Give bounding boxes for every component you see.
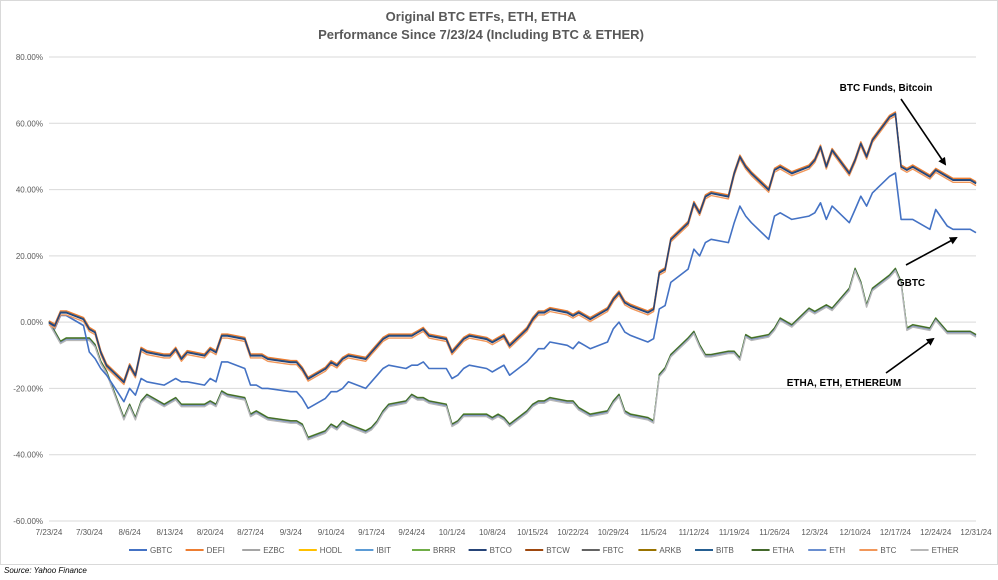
x-tick-label: 11/26/24: [759, 528, 790, 537]
x-tick-label: 10/15/24: [517, 528, 549, 537]
x-axis-ticks: 7/23/24 7/30/24 8/6/24 8/13/24 8/20/24 8/27/2…: [36, 528, 992, 537]
legend-label-ezbc: EZBC: [263, 546, 285, 555]
x-tick-label: 9/24/24: [398, 528, 425, 537]
btc-funds-annotation: BTC Funds, Bitcoin: [840, 83, 933, 94]
x-tick-label: 8/20/24: [197, 528, 224, 537]
y-tick-label: 60.00%: [16, 119, 43, 128]
series-line-ezbc: [48, 268, 977, 439]
x-tick-label: 12/24/24: [920, 528, 952, 537]
line-chart: Original BTC ETFs, ETH, ETHA Performance…: [13, 9, 992, 555]
x-tick-label: 8/13/24: [157, 528, 184, 537]
x-tick-label: 10/8/24: [479, 528, 506, 537]
x-tick-label: 9/10/24: [318, 528, 345, 537]
x-tick-label: 12/17/24: [880, 528, 912, 537]
legend-label-btc: BTC: [880, 546, 896, 555]
chart-frame: Original BTC ETFs, ETH, ETHA Performance…: [0, 0, 998, 565]
x-tick-label: 12/3/24: [801, 528, 828, 537]
series-line-ether: [48, 270, 977, 441]
y-tick-label: 20.00%: [16, 252, 43, 261]
gbtc-annotation: GBTC: [897, 278, 925, 289]
chart-title: Original BTC ETFs, ETH, ETHA: [386, 9, 577, 24]
gridlines: [49, 56, 976, 522]
x-tick-label: 11/12/24: [679, 528, 710, 537]
legend-label-brrr: BRRR: [433, 546, 456, 555]
y-tick-label: -40.00%: [13, 451, 43, 460]
x-tick-label: 10/22/24: [557, 528, 589, 537]
series-line-gbtc: [48, 172, 977, 410]
btc-funds-arrow: [900, 98, 947, 166]
legend-label-gbtc: GBTC: [150, 546, 172, 555]
y-tick-label: 80.00%: [16, 53, 43, 62]
x-tick-label: 10/1/24: [439, 528, 466, 537]
x-tick-label: 12/10/24: [840, 528, 872, 537]
x-tick-label: 11/19/24: [719, 528, 750, 537]
legend-label-etha: ETHA: [773, 546, 795, 555]
y-tick-label: 0.00%: [20, 318, 43, 327]
legend-label-defi: DEFI: [207, 546, 225, 555]
x-tick-label: 9/3/24: [280, 528, 303, 537]
legend-label-eth: ETH: [829, 546, 845, 555]
x-tick-label: 8/6/24: [118, 528, 141, 537]
y-tick-label: -60.00%: [13, 517, 43, 526]
x-tick-label: 10/29/24: [598, 528, 630, 537]
series-line-etha: [48, 267, 977, 439]
legend-label-btcw: BTCW: [546, 546, 570, 555]
y-tick-label: 40.00%: [16, 186, 43, 195]
series-line-btco: [48, 113, 977, 384]
gbtc-arrow: [905, 237, 958, 266]
legend-label-btco: BTCO: [490, 546, 512, 555]
series-line-btc: [48, 115, 977, 386]
annotations: BTC Funds, Bitcoin GBTC ETHA, ETH, ETHER…: [787, 83, 958, 389]
series-line-defi: [48, 111, 977, 382]
x-tick-label: 12/31/24: [960, 528, 992, 537]
etha-annotation: ETHA, ETH, ETHEREUM: [787, 378, 901, 389]
x-tick-label: 7/23/24: [36, 528, 63, 537]
x-tick-label: 8/27/24: [237, 528, 264, 537]
legend-label-arkb: ARKB: [659, 546, 681, 555]
legend-label-hodl: HODL: [320, 546, 343, 555]
y-axis-ticks: -60.00% -40.00% -20.00% 0.00% 20.00% 40.00% 60…: [13, 53, 43, 526]
x-tick-label: 7/30/24: [76, 528, 103, 537]
x-tick-label: 11/5/24: [641, 528, 668, 537]
legend: GBTC DEFI EZBC HODL IBIT BRRR BTCO BTCW FBTC ARKB…: [129, 546, 959, 555]
source-note: Source: Yahoo Finance: [4, 566, 87, 575]
legend-label-fbtc: FBTC: [603, 546, 624, 555]
series-lines: [48, 111, 977, 441]
legend-label-ibit: IBIT: [376, 546, 391, 555]
x-tick-label: 9/17/24: [358, 528, 385, 537]
legend-label-bitb: BITB: [716, 546, 734, 555]
chart-subtitle: Performance Since 7/23/24 (Including BTC…: [318, 27, 644, 42]
legend-label-ether: ETHER: [932, 546, 959, 555]
etha-arrow: [885, 337, 935, 374]
y-tick-label: -20.00%: [13, 384, 43, 393]
